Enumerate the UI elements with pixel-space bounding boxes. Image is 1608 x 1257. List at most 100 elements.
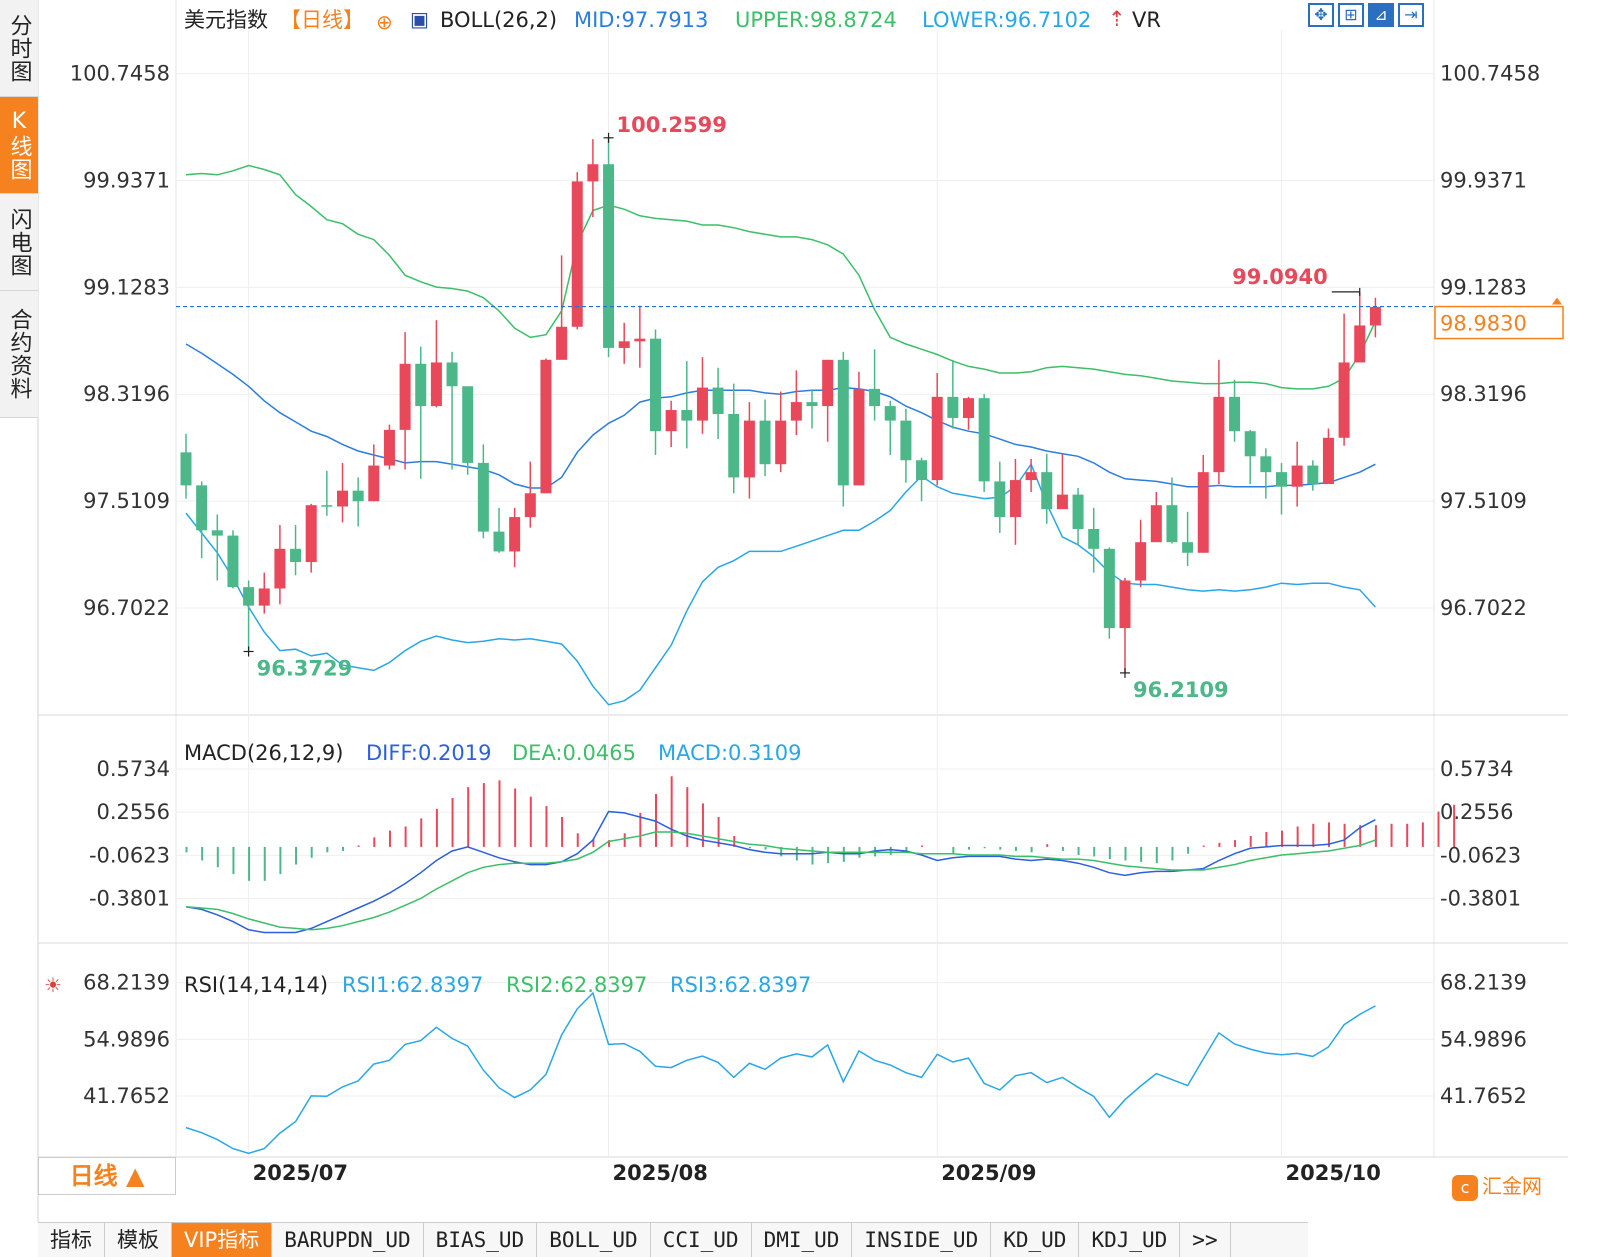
kline-ytick-left: 96.7022 [83, 596, 170, 620]
kline-ytick-left: 99.1283 [83, 275, 170, 299]
indicator-tab-6[interactable]: CCI_UD [651, 1223, 752, 1257]
candle-body [446, 362, 458, 387]
candle-body [399, 363, 411, 430]
candle-body [931, 396, 943, 481]
boll-lower-line [185, 462, 1376, 706]
candle-body [1025, 472, 1037, 481]
candle-body [696, 387, 708, 421]
boll-upper-value: UPPER:98.8724 [735, 8, 897, 32]
candle-body [337, 490, 348, 507]
macd-ytick-right: -0.3801 [1440, 887, 1521, 911]
boll-upper-line [185, 164, 1377, 390]
tab-contract-info[interactable]: 合约资料 [0, 291, 38, 418]
candle-body [775, 420, 787, 465]
macd-diff-value: DIFF:0.2019 [366, 741, 491, 765]
candle-body [258, 588, 270, 606]
draw-tool-icon[interactable]: ⊿ [1368, 3, 1394, 27]
indicator-tab-1[interactable]: 模板 [105, 1223, 172, 1257]
zoom-in-icon[interactable]: ⊞ [1338, 3, 1364, 27]
candle-body [1260, 456, 1272, 473]
candle-body [509, 517, 521, 552]
candle-body [1041, 472, 1053, 510]
candle-body [853, 388, 865, 486]
candle-body [916, 460, 928, 481]
next-icon[interactable]: ⇥ [1398, 3, 1424, 27]
period-tag: 【日线】 [280, 8, 364, 32]
kline-ytick-right: 99.1283 [1440, 275, 1527, 299]
x-axis-label: 2025/07 [253, 1161, 348, 1185]
candle-body [587, 164, 599, 182]
indicator-tab-3[interactable]: BARUPDN_UD [272, 1223, 424, 1257]
candle-body [524, 493, 536, 518]
rsi-settings-icon[interactable]: ☀ [44, 973, 62, 997]
tab-timeshare[interactable]: 分时图 [0, 0, 38, 97]
candle-body [211, 530, 223, 536]
indicator-tab-11[interactable]: >> [1180, 1223, 1231, 1257]
macd-layer [185, 776, 1456, 934]
boll-lower-value: LOWER:96.7102 [922, 8, 1091, 32]
rsi-ytick-left: 68.2139 [83, 971, 170, 995]
candle-body [1322, 437, 1334, 485]
indicator-tab-10[interactable]: KDJ_UD [1079, 1223, 1181, 1257]
kline-ytick-left: 100.7458 [70, 62, 170, 86]
candle-body [571, 181, 583, 327]
low-annotation: 96.3729 [257, 657, 353, 681]
rsi-line [185, 991, 1376, 1155]
watermark-logo: c 汇金网 [1452, 1170, 1558, 1202]
candle-body [1088, 528, 1100, 549]
rsi-ytick-left: 54.9896 [83, 1027, 170, 1051]
period-selector-button[interactable]: 日线 ▲ [38, 1157, 176, 1195]
indicator-tab-4[interactable]: BIAS_UD [424, 1223, 538, 1257]
crosshair-toggle-icon[interactable]: ⊕ [376, 10, 393, 34]
rsi-ytick-left: 41.7652 [83, 1084, 170, 1108]
tab-flash-label: 闪电图 [6, 207, 32, 277]
candle-body [493, 531, 505, 552]
macd-ytick-left: -0.0623 [89, 843, 170, 867]
candle-body [963, 398, 974, 418]
x-axis-label: 2025/08 [613, 1161, 708, 1185]
indicator-tab-2[interactable]: VIP指标 [172, 1223, 273, 1257]
candle-body [540, 359, 552, 494]
indicator-tab-9[interactable]: KD_UD [991, 1223, 1080, 1257]
x-axis-label: 2025/10 [1286, 1161, 1381, 1185]
candle-body [1338, 362, 1350, 438]
candle-body [556, 326, 568, 360]
indicator-tab-7[interactable]: DMI_UD [752, 1223, 853, 1257]
candle-body [1307, 465, 1319, 485]
candle-body [665, 410, 677, 432]
x-axis-label: 2025/09 [941, 1161, 1036, 1185]
tab-contract-info-label: 合约资料 [6, 308, 32, 400]
rsi3-value: RSI3:62.8397 [670, 973, 811, 997]
indicator-tab-0[interactable]: 指标 [38, 1223, 105, 1257]
vr-label[interactable]: VR [1132, 8, 1161, 32]
candle-body [243, 587, 255, 606]
tab-kline[interactable]: K线图 [0, 97, 38, 194]
candle-body [1276, 472, 1287, 487]
candle-body [321, 505, 333, 507]
rsi-title: RSI(14,14,14) [184, 973, 328, 997]
candle-body [681, 410, 693, 421]
macd-ytick-left: 0.5734 [97, 757, 170, 781]
candle-body [1213, 396, 1225, 473]
fullscreen-icon[interactable]: ✥ [1308, 3, 1334, 27]
candle-body [728, 414, 740, 478]
candle-body [477, 462, 489, 532]
candle-body [1291, 465, 1303, 487]
tab-flash[interactable]: 闪电图 [0, 194, 38, 291]
indicator-icon[interactable]: ▣ [410, 7, 429, 31]
vr-arrow-icon[interactable]: ⇡ [1108, 7, 1126, 31]
kline-ytick-left: 97.5109 [83, 489, 170, 513]
candle-body [352, 490, 364, 502]
rsi-layer [185, 991, 1376, 1155]
indicator-tab-8[interactable]: INSIDE_UD [852, 1223, 992, 1257]
candle-body [978, 398, 990, 482]
candle-body [430, 362, 442, 407]
macd-ytick-right: 0.5734 [1440, 757, 1513, 781]
candle-body [227, 535, 239, 588]
indicator-tab-5[interactable]: BOLL_UD [537, 1223, 651, 1257]
candle-body [869, 388, 881, 407]
grid-layer [37, 0, 1568, 1222]
kline-ytick-left: 98.3196 [83, 382, 170, 406]
candle-body [790, 402, 802, 421]
candle-body [1197, 472, 1209, 553]
